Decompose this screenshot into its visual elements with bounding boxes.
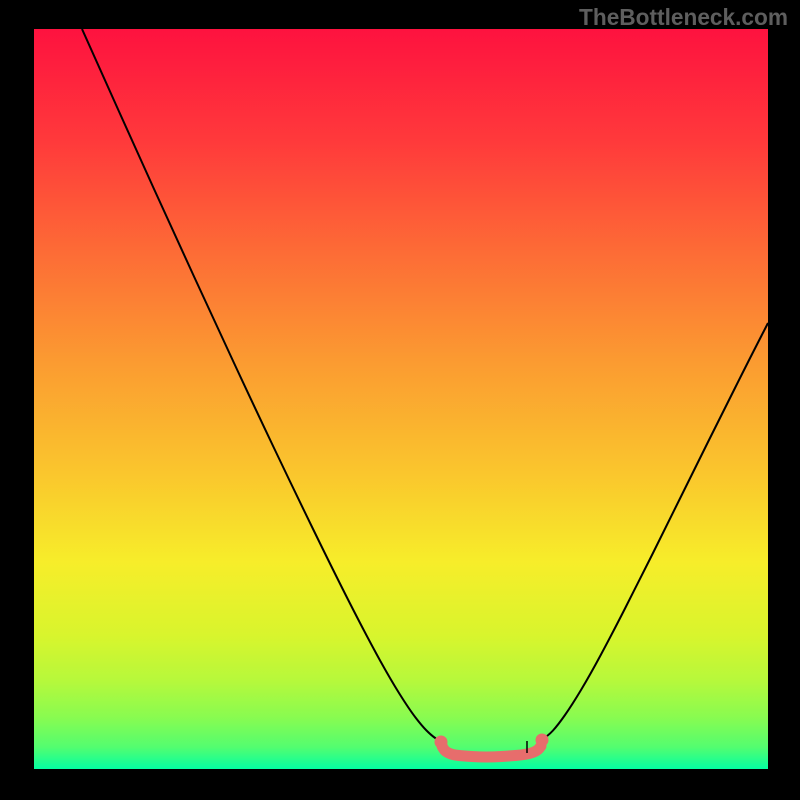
watermark-text: TheBottleneck.com (579, 4, 788, 31)
chart-container: TheBottleneck.com (0, 0, 800, 800)
plot-area (34, 29, 768, 769)
range-end-dot-right (536, 734, 549, 747)
bottleneck-curve-left (82, 29, 443, 742)
range-end-dot-left (435, 736, 448, 749)
bottleneck-curve-right (540, 323, 768, 741)
optimal-range-band (442, 746, 541, 757)
curve-layer (34, 29, 768, 769)
